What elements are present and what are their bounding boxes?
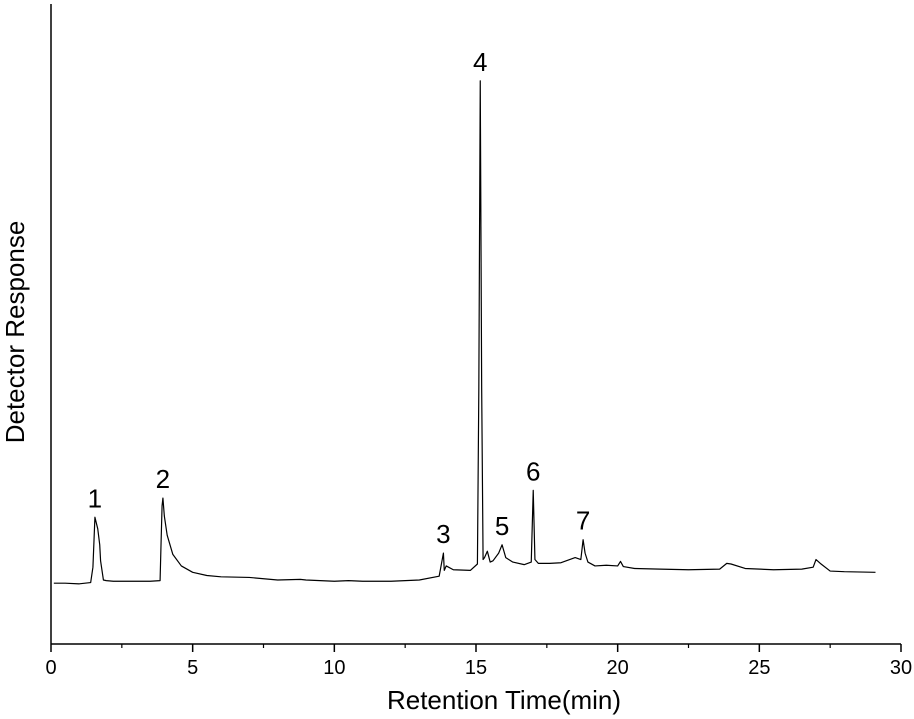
chromatogram-trace: [53, 80, 876, 585]
peak-label-4: 4: [473, 47, 487, 77]
x-tick-label: 25: [748, 657, 770, 679]
x-tick-label: 5: [187, 657, 198, 679]
x-tick-label: 10: [323, 657, 345, 679]
x-tick-label: 20: [607, 657, 629, 679]
peak-label-1: 1: [88, 483, 102, 513]
peak-labels: 1 2 3 4 56 7: [88, 47, 591, 549]
x-tick-label: 30: [890, 657, 912, 679]
peak-label-6: 6: [526, 456, 540, 486]
x-axis: 0 5 10 15 20 25 30 Retention Time(min): [45, 643, 912, 715]
y-axis-title: Detector Response: [0, 221, 30, 444]
series-layer: [53, 80, 876, 585]
x-tick-label: 0: [45, 657, 56, 679]
x-ticks: 0 5 10 15 20 25 30: [45, 644, 912, 679]
x-tick-label: 15: [465, 657, 487, 679]
peak-label-5: 5: [495, 511, 509, 541]
peak-label-7: 7: [576, 506, 590, 536]
peak-label-2: 2: [156, 464, 170, 494]
x-axis-title: Retention Time(min): [387, 685, 621, 715]
y-axis: Detector Response: [0, 4, 52, 644]
peak-label-3: 3: [436, 519, 450, 549]
